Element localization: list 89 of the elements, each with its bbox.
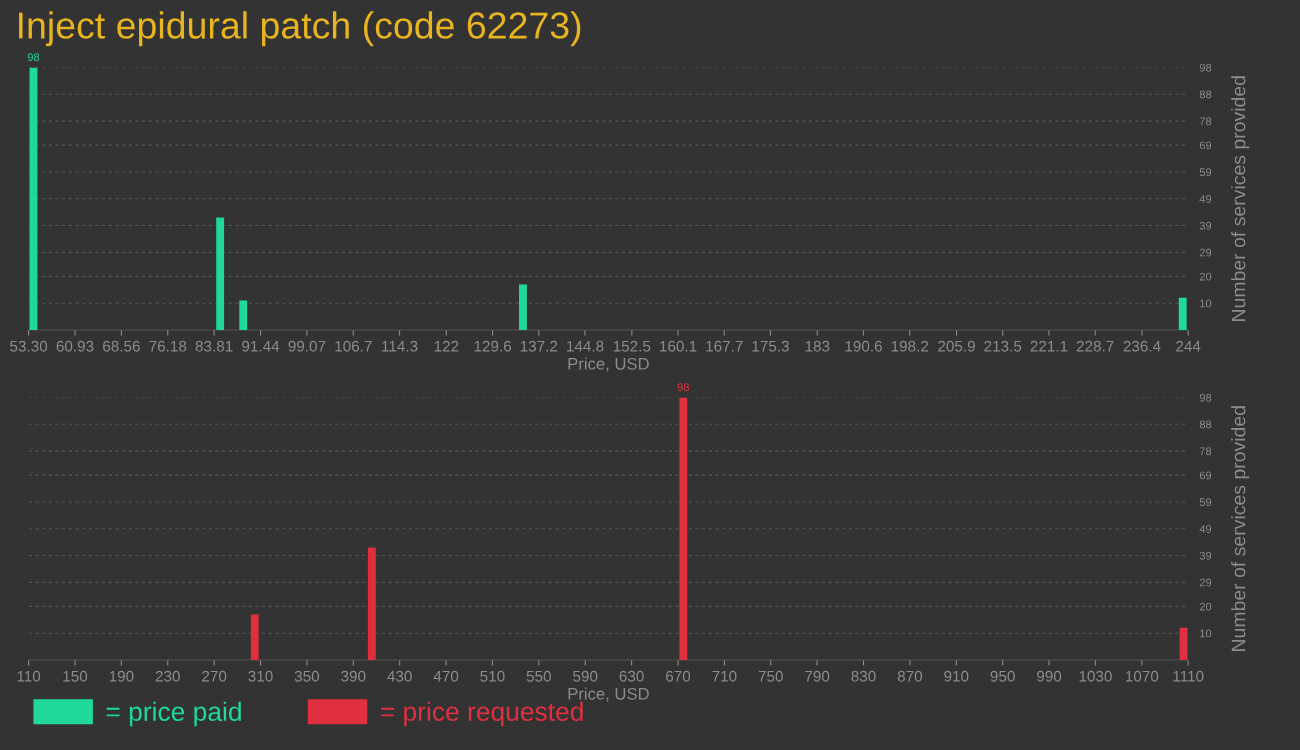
x-tick-label: 167.7 [706, 340, 743, 352]
y-tick-label: 20 [1199, 272, 1212, 281]
legend-label: = price paid [106, 701, 241, 727]
bar [216, 217, 225, 330]
y-tick-label: 69 [1199, 141, 1212, 150]
x-tick-label: 198.2 [891, 340, 929, 352]
bar [367, 547, 376, 660]
y-tick-label: 59 [1199, 168, 1212, 177]
x-tick-label: 710 [712, 670, 737, 682]
x-axis-title: Price, USD [568, 357, 649, 372]
y-tick-label: 69 [1199, 471, 1212, 480]
x-tick-label: 350 [294, 670, 320, 682]
x-tick-label: 270 [202, 670, 227, 682]
x-tick-label: 205.9 [938, 340, 975, 352]
x-tick-label: 76.18 [149, 340, 187, 352]
x-tick-label: 144.8 [567, 340, 604, 352]
y-tick-label: 78 [1199, 117, 1212, 126]
x-tick-label: 228.7 [1076, 340, 1114, 352]
bar [250, 614, 259, 660]
y-tick-label: 88 [1199, 90, 1212, 99]
x-tick-label: 590 [573, 670, 598, 682]
y-tick-label: 29 [1199, 578, 1212, 587]
legend-label: = price requested [381, 701, 583, 727]
x-tick-label: 122 [434, 340, 459, 352]
x-tick-label: 750 [758, 670, 783, 682]
x-tick-label: 129.6 [474, 340, 512, 352]
x-tick-label: 1070 [1125, 670, 1159, 682]
x-tick-label: 950 [990, 670, 1015, 682]
x-tick-label: 53.30 [10, 340, 48, 352]
x-tick-label: 221.1 [1030, 340, 1068, 352]
x-tick-label: 390 [341, 670, 366, 682]
bar [1178, 297, 1187, 330]
x-tick-label: 990 [1037, 670, 1062, 682]
bar [679, 397, 688, 660]
y-tick-label: 49 [1199, 525, 1212, 533]
bar [519, 284, 527, 330]
x-tick-label: 110 [17, 670, 41, 682]
x-tick-label: 830 [851, 670, 876, 682]
x-tick-label: 183 [805, 340, 830, 352]
y-tick-label: 10 [1200, 299, 1212, 308]
x-tick-label: 310 [248, 670, 273, 682]
x-tick-label: 1030 [1079, 670, 1112, 682]
x-tick-label: 83.81 [195, 340, 233, 352]
x-tick-label: 190 [109, 670, 134, 682]
x-tick-label: 910 [944, 670, 969, 682]
y-tick-label: 20 [1199, 602, 1212, 611]
y-tick-label: 29 [1199, 248, 1212, 257]
y-tick-label: 49 [1199, 195, 1212, 203]
y-tick-label: 78 [1199, 447, 1212, 456]
x-tick-label: 230 [155, 670, 180, 682]
y-tick-label: 98 [1199, 63, 1212, 72]
x-tick-label: 870 [897, 670, 923, 682]
y-tick-label: 39 [1199, 551, 1212, 560]
x-tick-label: 213.5 [984, 340, 1022, 352]
x-tick-label: 510 [480, 670, 505, 682]
x-tick-label: 190.6 [845, 340, 882, 352]
x-tick-label: 470 [433, 670, 459, 682]
x-tick-label: 150 [63, 670, 88, 682]
data-label: 98 [27, 53, 40, 62]
y-axis-title: Number of services provided [1231, 76, 1250, 321]
x-tick-label: 60.93 [56, 340, 94, 352]
x-tick-label: 160.1 [660, 340, 697, 352]
x-tick-label: 137.2 [520, 340, 558, 352]
x-tick-label: 175.3 [752, 340, 789, 352]
x-tick-label: 106.7 [335, 340, 372, 352]
y-tick-label: 59 [1199, 498, 1212, 507]
y-tick-label: 39 [1199, 221, 1212, 230]
data-label: 98 [677, 383, 690, 392]
x-tick-label: 236.4 [1123, 340, 1161, 352]
x-tick-label: 430 [387, 670, 412, 682]
x-tick-label: 91.44 [242, 340, 280, 352]
x-tick-label: 99.07 [288, 340, 326, 352]
x-tick-label: 244 [1176, 340, 1201, 352]
bar [239, 300, 248, 330]
x-tick-label: 152.5 [613, 340, 651, 352]
x-tick-label: 114.3 [382, 340, 418, 352]
x-tick-label: 670 [666, 670, 691, 682]
y-axis-title: Number of services provided [1231, 406, 1250, 651]
x-tick-label: 1110 [1173, 670, 1204, 682]
x-tick-label: 630 [619, 670, 644, 682]
y-tick-label: 98 [1199, 393, 1212, 402]
x-tick-label: 790 [805, 670, 830, 682]
x-tick-label: 550 [526, 670, 551, 682]
bar [1179, 627, 1188, 660]
y-tick-label: 88 [1199, 420, 1212, 429]
x-tick-label: 68.56 [103, 340, 140, 352]
chart-title: Inject epidural patch (code 62273) [19, 11, 581, 47]
y-tick-label: 10 [1200, 629, 1212, 638]
x-axis-title: Price, USD [568, 687, 649, 702]
